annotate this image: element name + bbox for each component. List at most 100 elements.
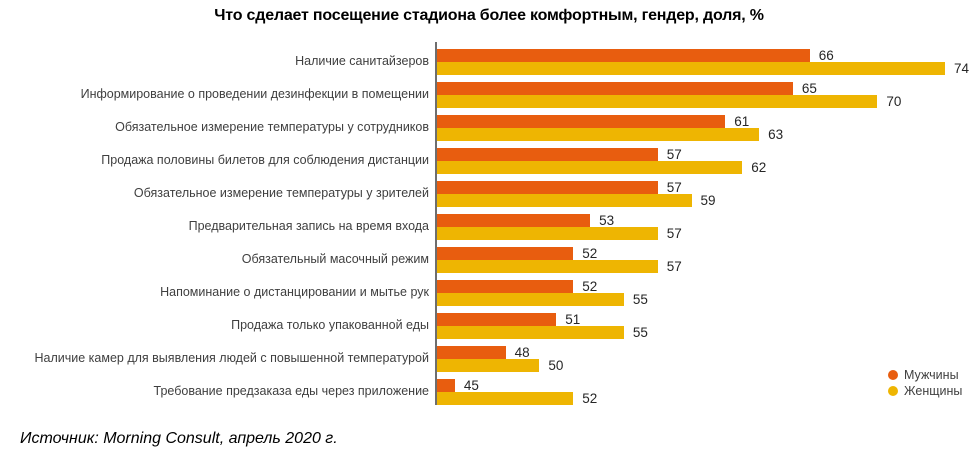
value-label: 57 [666,146,682,162]
value-label: 52 [582,390,598,406]
value-label: 55 [632,324,648,340]
bar-line-men: 51 [436,311,978,327]
category-label: Обязательное измерение температуры у сот… [115,119,429,134]
bar-line-women: 62 [436,159,978,175]
bar-line-women: 52 [436,390,978,406]
value-label: 74 [954,60,970,76]
value-label: 48 [514,344,530,360]
bar-line-men: 57 [436,146,978,162]
bar-line-women: 50 [436,357,978,373]
bar-group: 45 52 [436,377,978,406]
bar-group: 65 70 [436,80,978,109]
chart-rows: Наличие санитайзеров 66 74 Информирование о… [0,45,978,408]
bar-men [436,48,810,62]
plot-area: Наличие санитайзеров 66 74 Информирование о… [0,42,978,405]
bar-line-women: 63 [436,126,978,142]
bar-line-men: 45 [436,377,978,393]
chart-title: Что сделает посещение стадиона более ком… [214,7,764,24]
category-label: Предварительная запись на время входа [188,218,429,233]
category-label: Продажа половины билетов для соблюдения … [101,152,429,167]
legend-label-men: Мужчины [904,367,959,382]
chart-row: Информирование о проведении дезинфекции … [0,78,978,111]
value-label: 50 [548,357,564,373]
chart-row: Наличие камер для выявления людей с повы… [0,342,978,375]
value-label: 45 [463,377,479,393]
value-label: 62 [751,159,767,175]
value-label: 55 [632,291,648,307]
bar-group: 57 62 [436,146,978,175]
legend-marker-men-icon [888,369,898,380]
chart-row: Обязательный масочный режим 52 57 [0,243,978,276]
value-label: 57 [666,258,682,274]
chart-row: Наличие санитайзеров 66 74 [0,45,978,78]
bar-line-men: 48 [436,344,978,360]
bar-line-women: 57 [436,258,978,274]
bar-men [436,246,574,260]
value-label: 70 [886,93,902,109]
bar-women [436,94,878,108]
bar-men [436,345,506,359]
bar-line-men: 52 [436,278,978,294]
chart-row: Продажа половины билетов для соблюдения … [0,144,978,177]
category-label: Наличие камер для выявления людей с повы… [34,350,430,365]
bar-women [436,325,624,339]
chart-row: Напоминание о дистанцировании и мытье ру… [0,276,978,309]
bar-women [436,391,574,405]
value-label: 52 [582,278,598,294]
category-label: Напоминание о дистанцировании и мытье ру… [160,284,429,299]
y-axis-line [435,42,437,405]
value-label: 65 [801,80,817,96]
bar-group: 66 74 [436,47,978,76]
bar-women [436,160,743,174]
bar-men [436,312,557,326]
bar-line-men: 53 [436,212,978,228]
bar-group: 61 63 [436,113,978,142]
category-label: Обязательный масочный режим [241,251,429,266]
bar-line-men: 57 [436,179,978,195]
bar-line-women: 59 [436,192,978,208]
bar-group: 52 57 [436,245,978,274]
chart-row: Обязательное измерение температуры у сот… [0,111,978,144]
bar-line-women: 55 [436,324,978,340]
category-label: Информирование о проведении дезинфекции … [80,86,429,101]
value-label: 53 [599,212,615,228]
bar-women [436,226,658,240]
bar-women [436,259,658,273]
bar-men [436,180,658,194]
category-label: Требование предзаказа еды через приложен… [153,383,429,398]
bar-women [436,292,624,306]
bar-line-men: 52 [436,245,978,261]
chart-row: Предварительная запись на время входа 53 5… [0,210,978,243]
legend-item-women: Женщины [888,383,962,398]
bar-line-men: 65 [436,80,978,96]
bar-group: 53 57 [436,212,978,240]
chart-row: Обязательное измерение температуры у зри… [0,177,978,210]
bar-men [436,147,658,161]
bar-line-men: 61 [436,113,978,129]
source-note: Источник: Morning Consult, апрель 2020 г… [20,430,338,447]
chart-row: Требование предзаказа еды через приложен… [0,375,978,408]
legend-item-men: Мужчины [888,367,962,382]
category-label: Наличие санитайзеров [295,53,429,68]
value-label: 63 [768,126,784,142]
bar-women [436,127,760,141]
value-label: 61 [734,113,750,129]
legend: Мужчины Женщины [888,367,962,398]
bar-men [436,279,574,293]
bar-men [436,378,455,392]
value-label: 51 [565,311,581,327]
chart-row: Продажа только упакованной еды 51 55 [0,309,978,342]
bar-group: 48 50 [436,344,978,373]
bar-line-women: 74 [436,60,978,76]
value-label: 57 [666,179,682,195]
bar-line-women: 70 [436,93,978,109]
legend-label-women: Женщины [904,383,963,398]
category-label: Обязательное измерение температуры у зри… [133,185,429,200]
bar-group: 52 55 [436,278,978,307]
value-label: 52 [582,245,598,261]
value-label: 66 [818,47,834,63]
value-label: 59 [700,192,716,208]
bar-women [436,193,692,207]
bar-women [436,358,540,372]
